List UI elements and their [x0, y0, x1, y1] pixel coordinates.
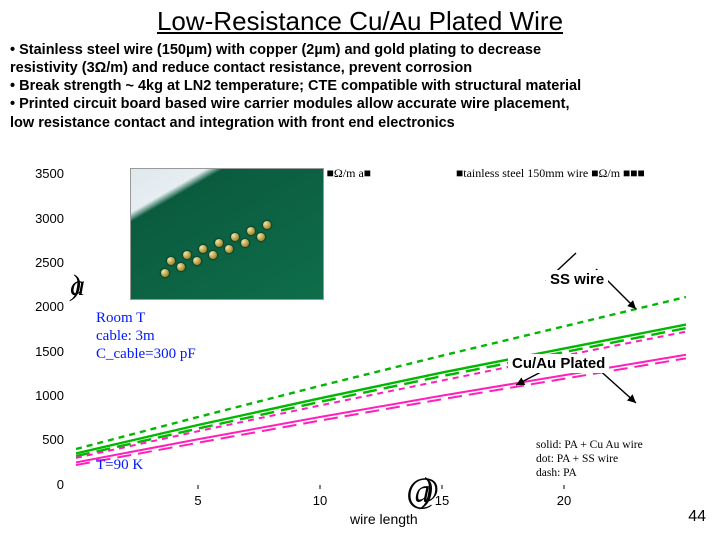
room-t-line: cable: 3m [96, 327, 196, 345]
legend-line: solid: PA + Cu Au wire [536, 439, 643, 453]
slide-title: Low-Resistance Cu/Au Plated Wire [0, 6, 720, 37]
xtick-label: 15 [422, 493, 462, 508]
ytick-label: 1000 [20, 388, 64, 403]
cuau-annotation: Cu/Au Plated [508, 354, 609, 373]
legend-box: solid: PA + Cu Au wire dot: PA + SS wire… [536, 439, 643, 480]
xtick-label: 10 [300, 493, 340, 508]
page-number: 44 [688, 508, 706, 526]
xtick-label: 5 [178, 493, 218, 508]
room-t-annotation: Room T cable: 3m C_cable=300 pF [96, 309, 196, 363]
bullet-line: resistivity (3Ω/m) and reduce contact re… [10, 59, 708, 77]
bullet-line: low resistance contact and integration w… [10, 114, 708, 132]
ytick-label: 3500 [20, 166, 64, 181]
t90k-annotation: T=90 K [96, 457, 143, 474]
pcb-photo [130, 168, 324, 300]
bullet-line: • Stainless steel wire (150µm) with copp… [10, 41, 708, 59]
room-t-line: C_cable=300 pF [96, 345, 196, 363]
ytick-label: 2000 [20, 299, 64, 314]
room-t-line: Room T [96, 309, 196, 327]
bullet-line: • Printed circuit board based wire carri… [10, 95, 708, 113]
ytick-label: 1500 [20, 344, 64, 359]
xtick-label: 20 [544, 493, 584, 508]
ytick-label: 0 [20, 477, 64, 492]
x-axis-label: wire length [350, 511, 418, 527]
bullet-list: • Stainless steel wire (150µm) with copp… [10, 41, 708, 132]
x-axis-squashed-text: @) [406, 469, 415, 511]
bullet-line: • Break strength ~ 4kg at LN2 temperatur… [10, 77, 708, 95]
ytick-label: 500 [20, 432, 64, 447]
chart-area: Cu Au plated wire ■Ω/m a■ ■tainless stee… [20, 161, 700, 531]
ytick-label: 3000 [20, 211, 64, 226]
legend-line: dash: PA [536, 467, 643, 481]
chart-top-label-right: ■tainless steel 150mm wire ■Ω/m ■■■ [456, 166, 645, 181]
legend-line: dot: PA + SS wire [536, 453, 643, 467]
ytick-label: 2500 [20, 255, 64, 270]
ss-wire-annotation: SS wire [546, 270, 608, 289]
